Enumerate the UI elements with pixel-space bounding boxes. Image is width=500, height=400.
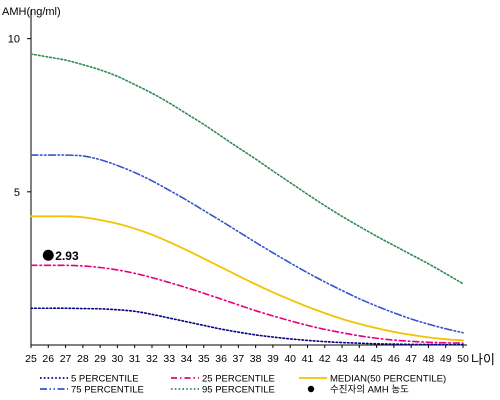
legend-label-1: 25 PERCENTILE [202,374,275,385]
legend-label-3: 75 PERCENTILE [71,385,144,396]
x-axis-label: 나이 [471,352,495,367]
legend-label-2: MEDIAN(50 PERCENTILE) [330,374,446,385]
legend: 5 PERCENTILE 25 PERCENTILE MEDIAN(50 PERCE… [40,374,446,396]
series-line-3 [30,154,464,334]
x-tick-label: 39 [267,353,279,365]
series-line-0 [30,307,464,346]
x-tick-label: 44 [353,353,365,365]
legend-marker-swatch [307,385,315,393]
x-tick-label: 47 [405,353,417,365]
x-tick-label: 43 [336,353,348,365]
x-tick-label: 50 [457,353,469,365]
x-tick-label: 27 [60,353,72,365]
series-line-1 [30,264,464,344]
x-tick-label: 25 [25,353,37,365]
patient-amh-marker [42,249,54,261]
legend-marker-label: 수진자의 AMH 농도 [330,385,409,396]
y-tick-label: 10 [8,34,20,46]
x-tick-label: 49 [440,353,452,365]
series-lines [30,53,464,346]
x-tick-label: 41 [302,353,314,365]
x-tick-label: 30 [112,353,124,365]
x-tick-label: 26 [42,353,54,365]
legend-label-4: 95 PERCENTILE [202,385,275,396]
x-tick-label: 35 [198,353,210,365]
x-tick-label: 28 [77,353,89,365]
x-tick-label: 48 [423,353,435,365]
x-tick-label: 42 [319,353,331,365]
patient-amh-value-label: 2.93 [55,249,79,263]
legend-label-0: 5 PERCENTILE [71,374,139,385]
x-tick-label: 34 [181,353,193,365]
series-line-4 [30,53,464,285]
x-tick-label: 38 [250,353,262,365]
x-tick-label: 33 [163,353,175,365]
x-tick-label: 45 [371,353,383,365]
marker-layer: 2.93 [42,249,79,263]
x-tick-label: 31 [129,353,141,365]
axes: 5 10 25 26 27 28 29 30 31 32 33 34 35 36 37 38 39 40 41 42 4… [8,10,469,365]
y-tick-label: 5 [14,187,20,199]
series-line-2 [30,215,464,342]
x-tick-label: 37 [233,353,245,365]
x-tick-label: 36 [215,353,227,365]
x-tick-label: 32 [146,353,158,365]
x-tick-label: 46 [388,353,400,365]
x-tick-label: 29 [94,353,106,365]
x-tick-label: 40 [284,353,296,365]
